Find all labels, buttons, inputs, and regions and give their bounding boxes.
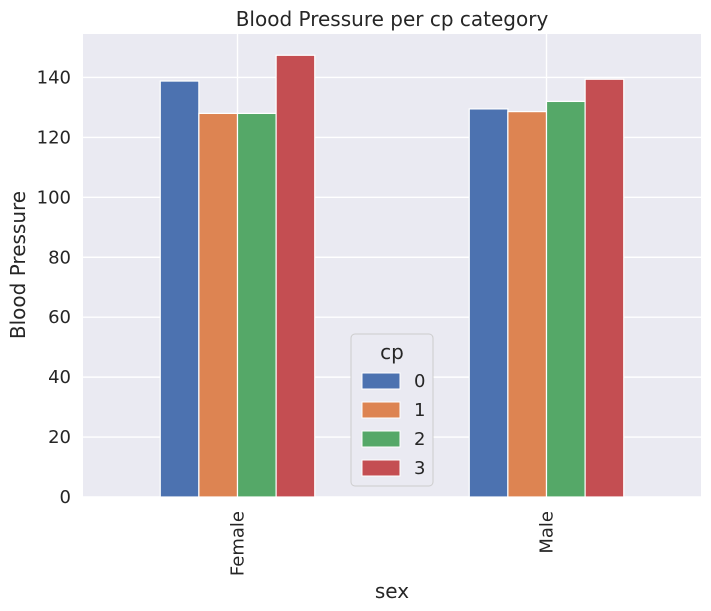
legend-entry-2: 2 [414, 429, 425, 450]
x-tick-labels: Female Male [228, 511, 558, 576]
bar-female-cp-1 [198, 112, 239, 498]
bar-male-cp-2 [545, 100, 586, 498]
y-tick-label: 40 [48, 367, 71, 388]
bar-male-cp-0 [468, 108, 509, 498]
x-axis-label: sex [375, 579, 409, 603]
y-axis-label: Blood Pressure [6, 191, 30, 339]
y-tick-label: 20 [48, 427, 71, 448]
legend-swatch-2 [361, 430, 401, 448]
y-tick-label: 0 [60, 487, 71, 508]
legend-swatch-3 [361, 459, 401, 477]
bar-female-cp-3 [275, 54, 316, 498]
legend-swatch-0 [361, 372, 401, 390]
y-tick-label: 140 [37, 67, 71, 88]
legend-entry-1: 1 [414, 400, 425, 421]
y-tick-label: 60 [48, 307, 71, 328]
y-tick-labels: 0 20 40 60 80 100 120 140 [37, 67, 71, 508]
chart-title: Blood Pressure per cp category [236, 7, 549, 31]
legend-entry-0: 0 [414, 371, 425, 392]
y-tick-label: 100 [37, 187, 71, 208]
bar-male-cp-1 [507, 111, 548, 498]
y-tick-label: 120 [37, 127, 71, 148]
legend-entry-3: 3 [414, 458, 425, 479]
bars [159, 54, 625, 498]
x-tick-label: Male [537, 511, 558, 554]
y-tick-label: 80 [48, 247, 71, 268]
bar-male-cp-3 [584, 78, 625, 498]
bar-female-cp-2 [236, 112, 277, 498]
bar-female-cp-0 [159, 80, 200, 498]
legend-swatch-1 [361, 401, 401, 419]
legend-title: cp [380, 340, 404, 364]
legend: cp 0 1 2 3 [350, 333, 434, 487]
x-tick-label: Female [228, 511, 249, 576]
